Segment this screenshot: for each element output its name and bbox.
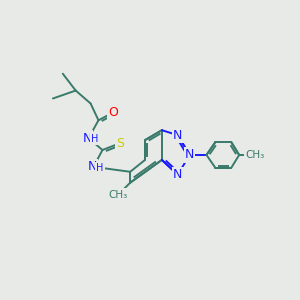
Text: N: N xyxy=(173,129,182,142)
Text: O: O xyxy=(108,106,118,119)
Text: H: H xyxy=(91,134,99,144)
Text: N: N xyxy=(88,160,97,173)
Text: CH₃: CH₃ xyxy=(245,150,265,160)
Text: S: S xyxy=(116,136,124,150)
Text: N: N xyxy=(83,132,92,145)
Text: CH₃: CH₃ xyxy=(109,190,128,200)
Text: H: H xyxy=(96,163,104,173)
Text: N: N xyxy=(185,148,194,161)
Text: N: N xyxy=(173,168,182,181)
